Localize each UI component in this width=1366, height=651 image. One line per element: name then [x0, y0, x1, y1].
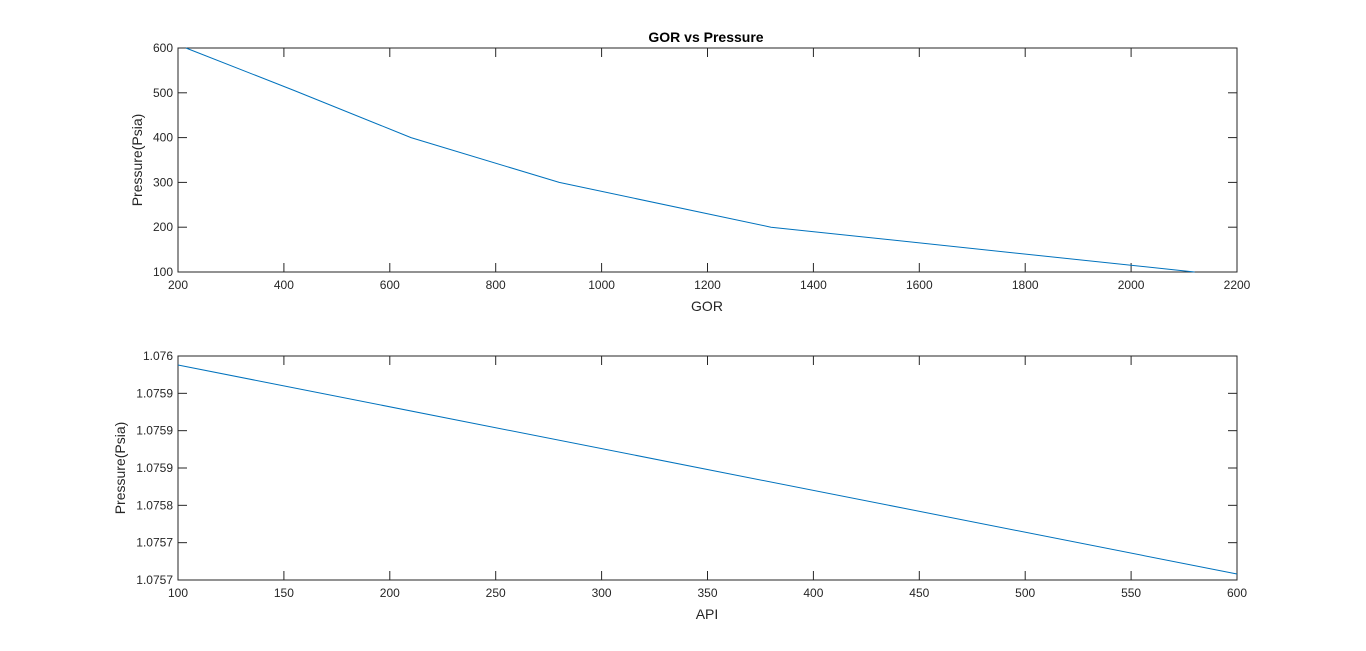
x-tick-labels: 200 400 600 800 1000 1200 1400 1600 1800 2000 2200: [168, 278, 1251, 292]
series-lines: [185, 47, 1195, 273]
y-tick-label: 300: [153, 175, 173, 189]
x-tick-label: 450: [909, 586, 929, 600]
x-tick-label: 250: [486, 586, 506, 600]
plot-gor-vs-pressure: GOR vs Pressure 200 400 600 800 1000 1200 1400…: [129, 29, 1251, 314]
x-tick-label: 1400: [800, 278, 827, 292]
x-tick-label: 500: [1015, 586, 1035, 600]
x-tick-label: 400: [274, 278, 294, 292]
y-axis-label: Pressure(Psia): [112, 422, 128, 515]
y-tick-label: 100: [153, 265, 173, 279]
y-tick-label: 1.0759: [136, 461, 173, 475]
y-tick-label: 1.0759: [136, 386, 173, 400]
y-axis-label: Pressure(Psia): [129, 114, 145, 207]
x-tick-label: 600: [380, 278, 400, 292]
series-lines: [177, 364, 1238, 575]
x-tick-label: 1000: [588, 278, 615, 292]
x-tick-label: 400: [803, 586, 823, 600]
plot-api-vs-pressure: 100 150 200 250 300 350 400 450 500 550 600 1.0757…: [112, 349, 1247, 622]
x-tick-label: 1200: [694, 278, 721, 292]
tick-marks: [177, 355, 1238, 581]
y-tick-label: 400: [153, 131, 173, 145]
x-tick-label: 2200: [1224, 278, 1251, 292]
y-tick-label: 200: [153, 220, 173, 234]
x-tick-label: 550: [1121, 586, 1141, 600]
y-tick-label: 500: [153, 86, 173, 100]
x-tick-label: 600: [1227, 586, 1247, 600]
y-tick-label: 1.0757: [136, 573, 173, 587]
plot-title: GOR vs Pressure: [648, 29, 763, 45]
x-tick-label: 1800: [1012, 278, 1039, 292]
x-axis-label: API: [696, 606, 719, 622]
x-tick-label: 100: [168, 586, 188, 600]
y-tick-labels: 100 200 300 400 500 600: [153, 41, 173, 279]
x-tick-label: 2000: [1118, 278, 1145, 292]
y-tick-label: 1.0759: [136, 424, 173, 438]
y-tick-label: 1.076: [143, 349, 173, 363]
x-tick-label: 200: [380, 586, 400, 600]
y-tick-labels: 1.0757 1.0757 1.0758 1.0759 1.0759 1.0759 1.07…: [136, 349, 173, 587]
tick-marks: [177, 47, 1238, 273]
series-line: [185, 47, 1195, 273]
x-tick-label: 150: [274, 586, 294, 600]
x-tick-labels: 100 150 200 250 300 350 400 450 500 550 600: [168, 586, 1247, 600]
x-tick-label: 200: [168, 278, 188, 292]
y-tick-label: 1.0757: [136, 536, 173, 550]
series-line: [177, 364, 1238, 575]
x-axis-label: GOR: [691, 298, 723, 314]
x-tick-label: 1600: [906, 278, 933, 292]
y-tick-label: 1.0758: [136, 498, 173, 512]
axes-box: [177, 47, 1238, 273]
x-tick-label: 350: [697, 586, 717, 600]
y-tick-label: 600: [153, 41, 173, 55]
axes-box: [177, 355, 1238, 581]
x-tick-label: 300: [592, 586, 612, 600]
x-tick-label: 800: [486, 278, 506, 292]
